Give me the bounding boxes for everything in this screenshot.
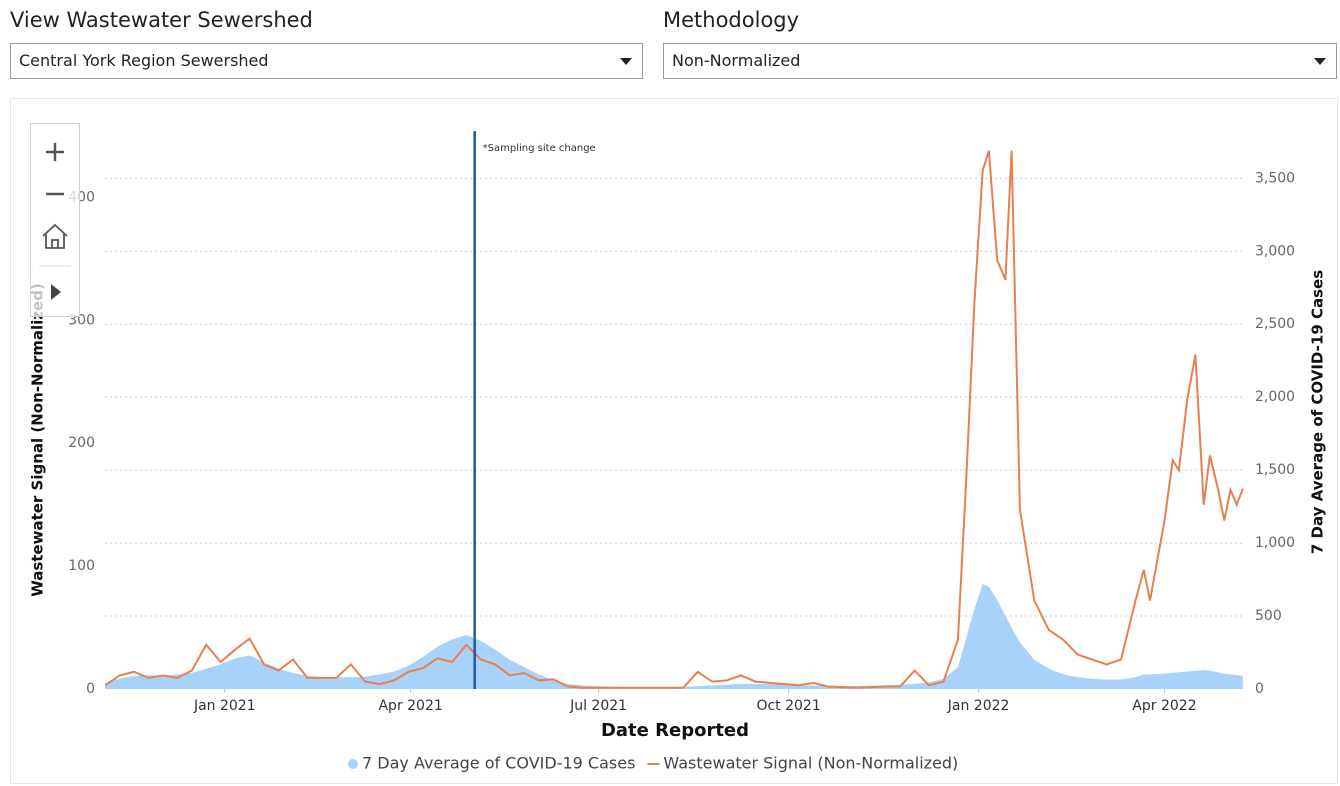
filter-label: Methodology — [663, 8, 800, 32]
dropdown-value: Non-Normalized — [672, 51, 801, 70]
methodology-dropdown[interactable]: Non-Normalized — [663, 43, 1337, 79]
y2-tick-label: 1,500 — [1255, 462, 1295, 478]
y2-axis-title: 7 Day Average of COVID-19 Cases — [1309, 270, 1327, 554]
y2-tick-label: 0 — [1255, 681, 1264, 697]
x-tick-label: Apr 2022 — [1132, 698, 1196, 714]
filter-label: View Wastewater Sewershed — [10, 8, 313, 32]
x-tick-label: Jul 2021 — [569, 698, 627, 714]
y2-tick-label: 500 — [1255, 608, 1282, 624]
map-toolbar — [30, 123, 80, 317]
home[interactable] — [42, 223, 68, 249]
play[interactable] — [51, 284, 61, 300]
wastewater-line — [104, 150, 1244, 689]
sewershed-dropdown[interactable]: Central York Region Sewershed — [10, 43, 643, 79]
legend: 7 Day Average of COVID-19 Cases Wastewate… — [348, 754, 958, 773]
y-axis-title: Wastewater Signal (Non-Normalized) — [29, 283, 47, 597]
dropdown-value: Central York Region Sewershed — [19, 51, 269, 70]
y2-tick-label: 2,500 — [1255, 316, 1295, 332]
toolbar-icons — [39, 143, 71, 300]
dropdown-arrow — [620, 58, 632, 65]
dropdown-arrow — [1314, 58, 1326, 65]
legend-swatch — [348, 759, 358, 769]
legend-label: 7 Day Average of COVID-19 Cases — [362, 754, 635, 773]
y2-tick-label: 3,500 — [1255, 170, 1295, 186]
x-tick-label: Oct 2021 — [756, 698, 820, 714]
x-tick-label: Apr 2021 — [378, 698, 442, 714]
y-tick-label: 0 — [86, 681, 95, 697]
cases-area — [105, 583, 1243, 689]
x-axis-title: Date Reported — [601, 720, 749, 741]
y-tick-label: 100 — [68, 558, 95, 574]
annotation-text: *Sampling site change — [483, 143, 596, 154]
x-tick-label: Jan 2022 — [947, 698, 1010, 714]
y2-tick-label: 2,000 — [1255, 389, 1295, 405]
legend-label: Wastewater Signal (Non-Normalized) — [663, 754, 958, 773]
y-tick-label: 200 — [68, 435, 95, 451]
x-tick-label: Jan 2021 — [193, 698, 256, 714]
y2-tick-label: 3,000 — [1255, 243, 1295, 259]
y2-tick-label: 1,000 — [1255, 535, 1295, 551]
